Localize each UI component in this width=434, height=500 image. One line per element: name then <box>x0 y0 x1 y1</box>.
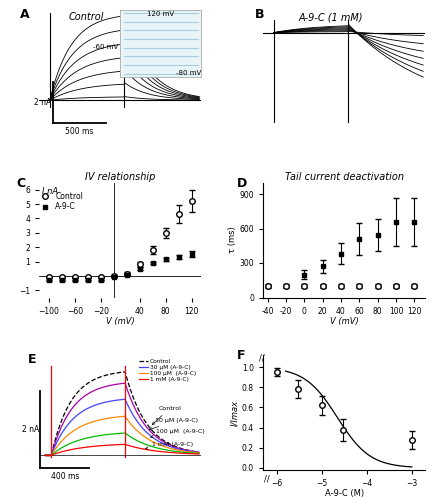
Text: 2 nA: 2 nA <box>34 98 51 107</box>
Text: 2 nA: 2 nA <box>22 425 39 434</box>
Text: E: E <box>28 352 36 366</box>
Title: IV relationship: IV relationship <box>85 172 155 181</box>
Y-axis label: τ (ms): τ (ms) <box>227 226 237 254</box>
Legend: Control, 30 μM (A-9-C), 100 μM  (A-9-C), 1 mM (A-9-C): Control, 30 μM (A-9-C), 100 μM (A-9-C), … <box>137 357 198 384</box>
Text: 500 ms: 500 ms <box>66 128 94 136</box>
Text: C: C <box>16 177 26 190</box>
Title: Tail current deactivation: Tail current deactivation <box>285 172 404 181</box>
Text: A: A <box>20 8 29 20</box>
Text: 1 mM (A-9-C): 1 mM (A-9-C) <box>145 442 193 450</box>
Text: 400 ms: 400 ms <box>51 472 79 481</box>
Y-axis label: I/Imax: I/Imax <box>230 400 239 425</box>
Text: //: // <box>264 474 270 483</box>
X-axis label: V (mV): V (mV) <box>106 317 135 326</box>
Text: 100 μM  (A-9-C): 100 μM (A-9-C) <box>150 429 204 438</box>
Text: A-9-C (1 mM): A-9-C (1 mM) <box>299 12 363 22</box>
Text: //: // <box>259 353 265 362</box>
Text: Control: Control <box>68 12 104 22</box>
Text: F: F <box>237 349 246 362</box>
Legend: Control, A-9-C: Control, A-9-C <box>35 188 86 214</box>
X-axis label: V (mV): V (mV) <box>330 317 358 326</box>
X-axis label: A-9-C (M): A-9-C (M) <box>325 490 364 498</box>
Text: I nA: I nA <box>42 187 59 196</box>
Text: 30 μM (A-9-C): 30 μM (A-9-C) <box>149 418 197 430</box>
Text: Control: Control <box>152 406 181 424</box>
Text: B: B <box>255 8 264 20</box>
Text: D: D <box>237 177 247 190</box>
